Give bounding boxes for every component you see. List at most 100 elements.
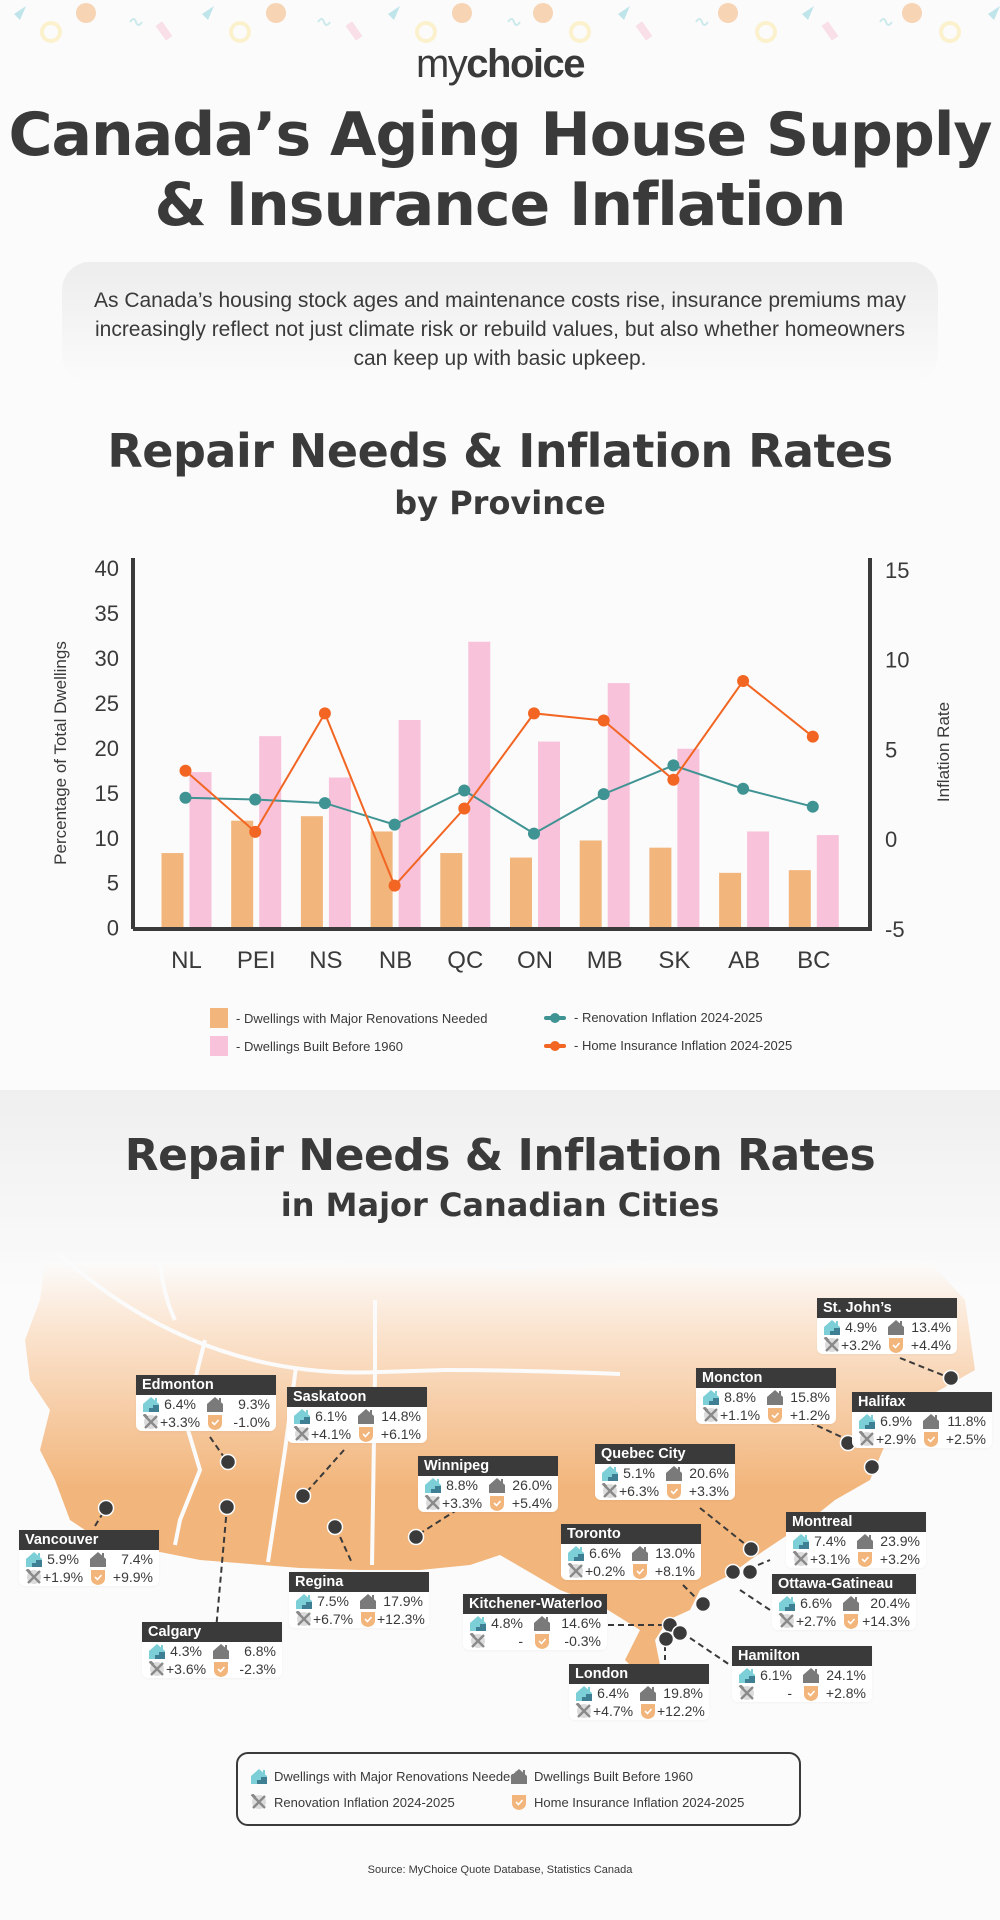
intro-text: As Canada’s housing stock ages and maint… bbox=[93, 289, 907, 370]
marker-saskatoon bbox=[294, 1487, 312, 1505]
house-gray-icon bbox=[922, 1413, 940, 1429]
renovations-value: 4.9% bbox=[845, 1319, 877, 1335]
bar-pre1960-ON bbox=[538, 741, 560, 928]
renovations-value: 5.9% bbox=[47, 1551, 79, 1567]
marker-regina bbox=[326, 1518, 344, 1536]
renovations-value: 6.4% bbox=[597, 1685, 629, 1701]
house-teal-icon bbox=[424, 1477, 442, 1493]
bar-renovations-MB bbox=[579, 840, 602, 928]
insurance-inflation-value: +1.2% bbox=[789, 1407, 830, 1423]
insurance-inflation-value: -1.0% bbox=[233, 1414, 270, 1430]
marker-halifax bbox=[863, 1458, 881, 1476]
line-point bbox=[388, 879, 401, 892]
insurance-inflation-value: +4.4% bbox=[910, 1337, 951, 1353]
bar-pre1960-MB bbox=[607, 683, 630, 928]
tools-icon bbox=[142, 1414, 160, 1430]
shield-check-icon bbox=[206, 1414, 224, 1430]
marker-toronto bbox=[694, 1595, 712, 1613]
line-point bbox=[318, 797, 331, 810]
tools-icon bbox=[823, 1337, 841, 1353]
city-name: St. John’s bbox=[817, 1298, 957, 1318]
y-tick-left: 10 bbox=[95, 826, 119, 851]
marker-ottawa bbox=[724, 1563, 742, 1581]
marker-calgary bbox=[218, 1498, 236, 1516]
bar-pre1960-AB bbox=[747, 831, 770, 928]
city-card-saskatoon: Saskatoon 6.1% 14.8% +4.1% +6.1% bbox=[287, 1387, 427, 1443]
marker-vancouver bbox=[97, 1499, 115, 1517]
house-gray-icon bbox=[212, 1643, 230, 1659]
logo-my: my bbox=[415, 42, 468, 86]
line-point bbox=[597, 788, 610, 801]
bar-pre1960-NS bbox=[328, 777, 351, 928]
pre1960-value: 23.9% bbox=[880, 1533, 920, 1549]
line-point bbox=[388, 818, 401, 831]
tools-icon bbox=[250, 1794, 268, 1810]
bar-pre1960-QC bbox=[468, 641, 491, 928]
pre1960-value: 24.1% bbox=[826, 1667, 866, 1683]
house-gray-icon bbox=[488, 1477, 506, 1493]
house-teal-icon bbox=[142, 1396, 160, 1412]
renovation-inflation-value: +1.9% bbox=[43, 1569, 84, 1585]
province-section-subtitle: by Province bbox=[394, 484, 606, 522]
legend-renovation-inflation: - Renovation Inflation 2024-2025 bbox=[544, 1010, 763, 1025]
house-teal-icon bbox=[148, 1643, 166, 1659]
province-combo-chart: NL PEI NS NB QC ON MB SK AB BC 0 5 10 15 20 25 30 35 40 -5 0… bbox=[51, 556, 953, 974]
city-card-toronto: Toronto 6.6% 13.0% +0.2% +8.1% bbox=[561, 1524, 701, 1580]
tools-icon bbox=[148, 1661, 166, 1677]
house-gray-icon bbox=[665, 1465, 683, 1481]
marker-winnipeg bbox=[407, 1528, 425, 1546]
shield-check-icon bbox=[510, 1794, 528, 1810]
city-name: Ottawa-Gatineau bbox=[772, 1574, 916, 1594]
legend-renovations-needed: - Dwellings with Major Renovations Neede… bbox=[210, 1008, 487, 1028]
house-teal-icon bbox=[792, 1533, 810, 1549]
line-point bbox=[318, 707, 331, 720]
legend-swatch-pink bbox=[210, 1036, 228, 1056]
line-point bbox=[179, 791, 192, 804]
pre1960-value: 11.8% bbox=[947, 1413, 986, 1429]
tools-icon bbox=[575, 1703, 593, 1719]
bar-pre1960-PEI bbox=[259, 736, 282, 928]
line-insurance-inflation bbox=[184, 679, 814, 888]
x-tick-label: MB bbox=[587, 947, 623, 974]
shield-check-icon bbox=[922, 1431, 940, 1447]
x-tick-label: NS bbox=[309, 947, 342, 974]
marker-st-johns bbox=[942, 1369, 960, 1387]
pre1960-value: 20.4% bbox=[870, 1595, 910, 1611]
line-point bbox=[737, 675, 750, 688]
renovation-inflation-value: +1.1% bbox=[720, 1407, 761, 1423]
y-axis-title-right: Inflation Rate bbox=[934, 702, 953, 802]
y-tick-left: 35 bbox=[95, 601, 119, 626]
shield-check-icon bbox=[665, 1483, 683, 1499]
shield-check-icon bbox=[802, 1685, 820, 1701]
pre1960-value: 13.0% bbox=[655, 1545, 695, 1561]
y-tick-right: 0 bbox=[885, 827, 897, 852]
city-name: Quebec City bbox=[595, 1444, 735, 1464]
house-teal-icon bbox=[295, 1593, 313, 1609]
map-legend: Dwellings with Major Renovations Needed … bbox=[236, 1752, 801, 1826]
renovation-inflation-value: +0.2% bbox=[585, 1563, 626, 1579]
house-teal-icon bbox=[823, 1319, 841, 1335]
pre1960-value: 17.9% bbox=[383, 1593, 423, 1609]
tools-icon bbox=[424, 1495, 442, 1511]
house-gray-icon bbox=[639, 1685, 657, 1701]
city-card-london: London 6.4% 19.8% +4.7% +12.2% bbox=[569, 1664, 709, 1720]
bar-renovations-PEI bbox=[231, 820, 254, 928]
bar-renovations-ON bbox=[510, 857, 532, 928]
x-tick-label: NB bbox=[379, 947, 412, 974]
bar-renovations-NS bbox=[300, 816, 323, 928]
tools-icon bbox=[25, 1569, 43, 1585]
house-gray-icon bbox=[510, 1768, 528, 1784]
x-tick-label: SK bbox=[658, 947, 690, 974]
line-point bbox=[249, 793, 262, 806]
renovations-value: 7.4% bbox=[814, 1533, 846, 1549]
renovations-value: 6.9% bbox=[880, 1413, 912, 1429]
bar-renovations-NB bbox=[370, 831, 393, 928]
shield-check-icon bbox=[842, 1613, 860, 1629]
insurance-inflation-value: +2.8% bbox=[825, 1685, 866, 1701]
insurance-inflation-value: +6.1% bbox=[380, 1426, 421, 1442]
house-gray-icon bbox=[206, 1396, 224, 1412]
tools-icon bbox=[738, 1685, 756, 1701]
line-point bbox=[806, 800, 819, 813]
city-card-halifax: Halifax 6.9% 11.8% +2.9% +2.5% bbox=[852, 1392, 992, 1448]
renovations-value: 6.4% bbox=[164, 1396, 196, 1412]
